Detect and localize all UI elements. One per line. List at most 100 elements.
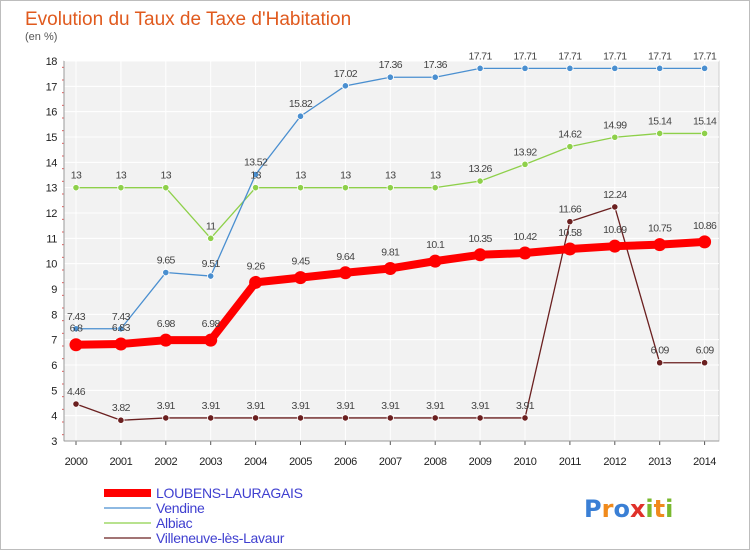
proxiti-logo-text: Proxiti (584, 495, 673, 523)
data-label-1-2013: 17.71 (648, 50, 672, 62)
data-label-2-2009: 13.26 (468, 163, 492, 175)
data-label-3-2014: 6.09 (696, 345, 715, 357)
data-label-2-2010: 13.92 (513, 146, 537, 158)
data-label-1-2010: 17.71 (513, 50, 537, 62)
data-label-1-2000: 7.43 (67, 311, 86, 323)
data-point-1-2014 (700, 64, 709, 72)
data-point-1-2010 (521, 64, 529, 72)
data-point-0-2000 (69, 338, 83, 352)
y-tick-label-5: 5 (51, 385, 57, 397)
data-point-2-2011 (566, 143, 574, 151)
data-point-3-2000 (72, 400, 80, 408)
data-label-0-2003: 6.98 (202, 318, 221, 330)
data-point-2-2000 (72, 184, 80, 192)
proxiti-logo: Proxiti (584, 495, 673, 523)
x-tick-label-2012: 2012 (603, 456, 626, 468)
data-point-2-2005 (296, 184, 305, 192)
data-label-0-2004: 9.26 (247, 260, 266, 272)
data-label-2-2005: 13 (295, 170, 306, 182)
legend-label-1: Vendine (156, 500, 205, 516)
data-label-3-2004: 3.91 (247, 400, 266, 412)
y-tick-label-3: 3 (51, 436, 57, 448)
data-point-2-2013 (656, 129, 664, 138)
data-label-2-2002: 13 (161, 170, 172, 182)
data-point-3-2005 (296, 414, 305, 422)
data-point-0-2007 (383, 261, 397, 275)
legend-label-3: Villeneuve-lès-Lavaur (156, 530, 285, 546)
x-tick-label-2011: 2011 (559, 456, 581, 468)
data-point-0-2004 (249, 275, 263, 289)
y-tick-label-15: 15 (46, 132, 58, 144)
x-tick-label-2007: 2007 (379, 456, 402, 468)
data-label-1-2006: 17.02 (334, 68, 358, 80)
data-point-1-2001 (117, 325, 125, 333)
data-point-1-2002 (162, 268, 170, 277)
data-label-1-2014: 17.71 (693, 50, 717, 62)
data-label-0-2000: 6.8 (70, 323, 84, 335)
data-label-0-2013: 10.75 (648, 223, 672, 235)
data-point-2-2002 (162, 184, 170, 192)
data-label-1-2007: 17.36 (379, 59, 403, 71)
legend-label-0: LOUBENS-LAURAGAIS (156, 485, 303, 501)
legend: LOUBENS-LAURAGAISVendineAlbiacVilleneuve… (104, 485, 303, 546)
data-label-3-2001: 3.82 (112, 402, 131, 414)
data-point-1-2004 (252, 170, 260, 179)
data-label-2-2014: 15.14 (693, 115, 717, 127)
data-point-3-2012 (611, 203, 619, 211)
x-tick-label-2008: 2008 (424, 456, 447, 468)
logo-letter: t (654, 495, 665, 523)
data-point-0-2012 (608, 239, 622, 253)
data-label-2-2000: 13 (71, 170, 82, 182)
data-label-0-2008: 10.1 (426, 239, 445, 251)
data-point-2-2008 (431, 184, 439, 192)
y-tick-label-13: 13 (46, 183, 58, 195)
legend-label-2: Albiac (156, 515, 193, 531)
data-label-3-2003: 3.91 (202, 400, 221, 412)
data-point-3-2008 (431, 414, 439, 422)
data-label-3-2011: 11.66 (559, 204, 582, 216)
logo-letter: x (630, 495, 646, 523)
chart-title: Evolution du Taux de Taxe d'Habitation (25, 9, 351, 30)
data-point-3-2009 (476, 414, 484, 422)
y-tick-label-12: 12 (46, 208, 58, 220)
data-point-0-2003 (204, 333, 218, 347)
x-tick-label-2004: 2004 (244, 456, 267, 468)
y-tick-label-11: 11 (46, 233, 57, 245)
data-point-2-2007 (386, 184, 394, 192)
data-point-0-2002 (159, 333, 173, 347)
x-tick-label-2009: 2009 (469, 456, 492, 468)
data-label-1-2011: 17.71 (558, 50, 582, 62)
logo-letter: P (584, 495, 602, 523)
y-tick-label-14: 14 (46, 157, 58, 169)
data-label-0-2001: 6.83 (112, 322, 131, 334)
data-point-1-2008 (431, 73, 439, 81)
data-point-0-2009 (473, 248, 487, 262)
plot-area (63, 60, 720, 442)
y-tick-label-10: 10 (46, 259, 58, 271)
data-label-3-2007: 3.91 (381, 400, 400, 412)
data-point-3-2011 (566, 218, 574, 226)
data-point-1-2011 (566, 64, 574, 72)
data-label-2-2006: 13 (340, 170, 351, 182)
data-point-2-2003 (207, 234, 215, 242)
x-tick-label-2006: 2006 (334, 456, 357, 468)
plot-background (63, 60, 720, 442)
series-lines (69, 64, 712, 424)
data-point-1-2013 (656, 64, 664, 72)
data-label-2-2012: 14.99 (603, 119, 627, 131)
data-point-0-2005 (294, 271, 307, 285)
data-point-3-2013 (656, 359, 664, 367)
data-point-2-2010 (521, 160, 529, 168)
data-label-2-2007: 13 (385, 170, 396, 182)
logo-letter: r (602, 495, 614, 523)
data-label-0-2012: 10.69 (603, 224, 627, 236)
data-point-3-2002 (162, 414, 170, 422)
data-point-0-2008 (428, 254, 442, 268)
data-label-3-2012: 12.24 (603, 189, 627, 201)
data-label-2-2004: 13 (250, 170, 261, 182)
x-tick-label-2000: 2000 (65, 456, 88, 468)
data-label-1-2001: 7.43 (112, 311, 131, 323)
data-label-3-2013: 6.09 (651, 345, 670, 357)
